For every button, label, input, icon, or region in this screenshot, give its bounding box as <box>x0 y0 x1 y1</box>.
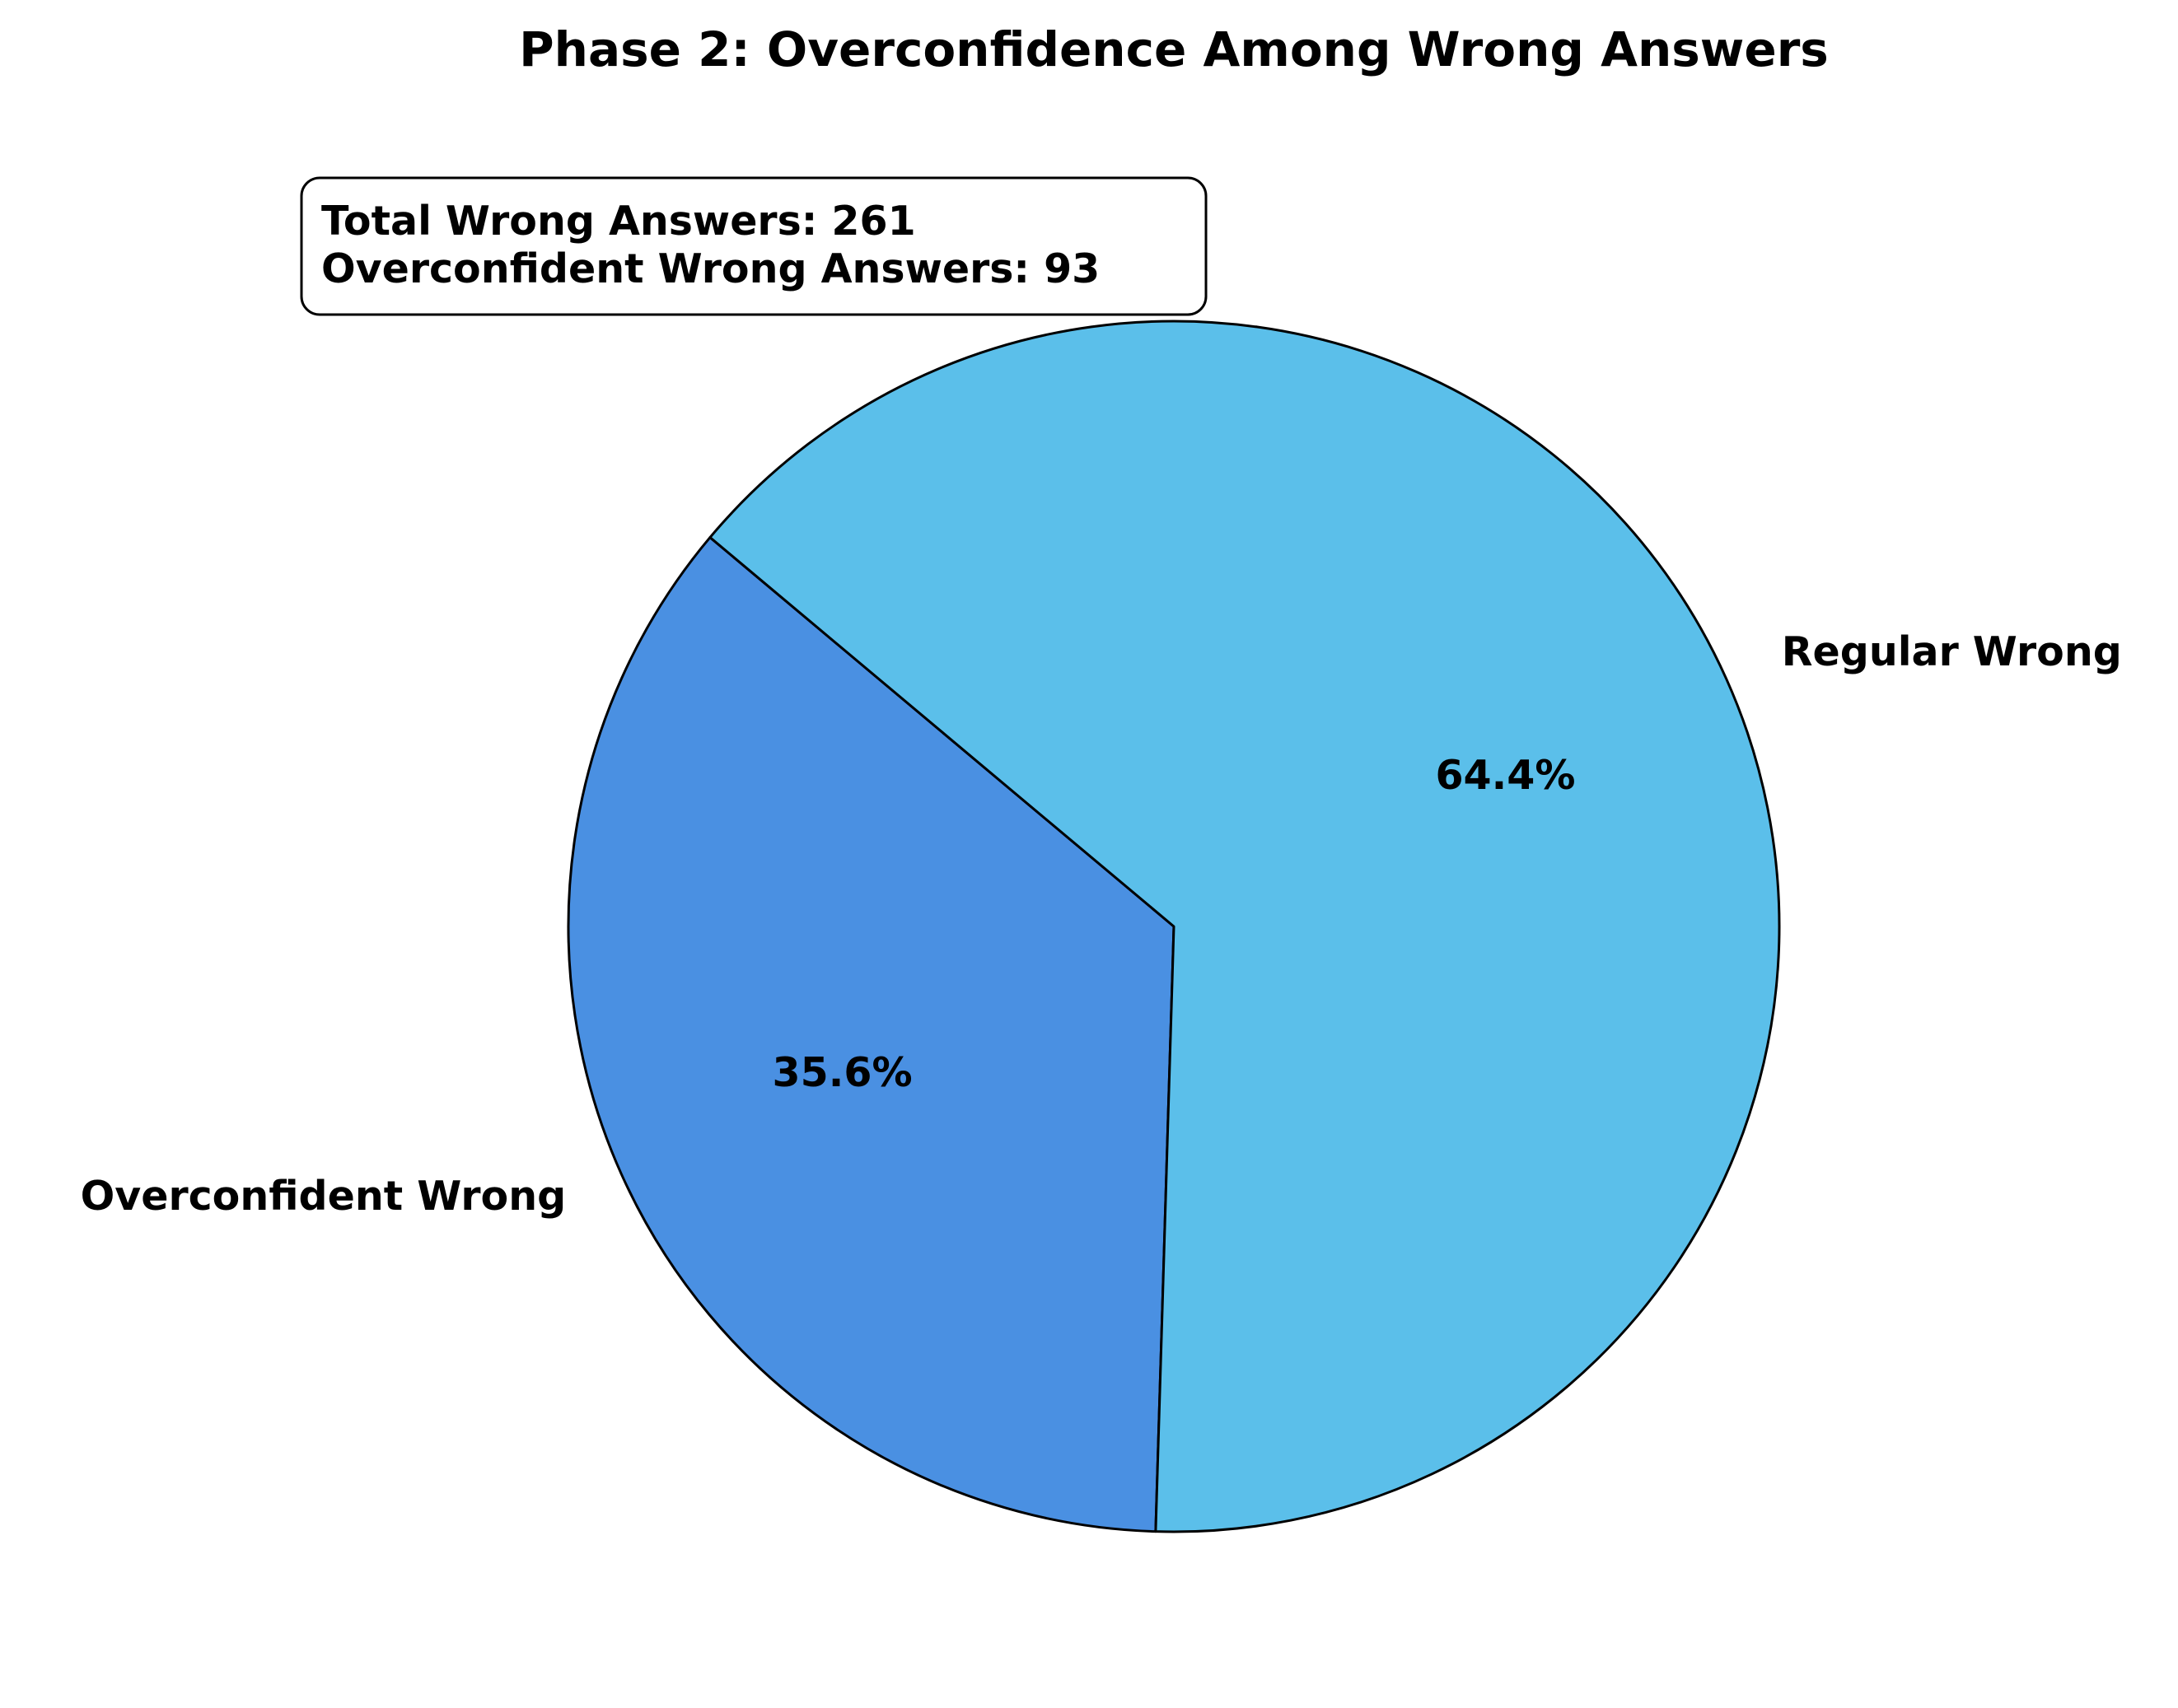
pie-slices <box>567 320 1781 1533</box>
slice-label-overconfident-wrong: Overconfident Wrong <box>81 1173 567 1220</box>
info-box-frame <box>300 176 1208 316</box>
info-overconfident-wrong: Overconfident Wrong Answers: 93 <box>321 245 1100 292</box>
info-box: Total Wrong Answers: 261 Overconfident W… <box>300 176 1208 316</box>
chart-title: Phase 2: Overconfidence Among Wrong Answ… <box>519 21 1829 77</box>
slice-label-regular-wrong: Regular Wrong <box>1782 628 2122 675</box>
percent-label-overconfident-wrong: 35.6% <box>773 1049 913 1096</box>
percent-label-regular-wrong: 64.4% <box>1435 752 1575 799</box>
pie-slice-overconfident-wrong <box>567 536 1175 1533</box>
pie-slice-regular-wrong <box>708 320 1781 1533</box>
info-total-wrong: Total Wrong Answers: 261 <box>321 198 916 245</box>
